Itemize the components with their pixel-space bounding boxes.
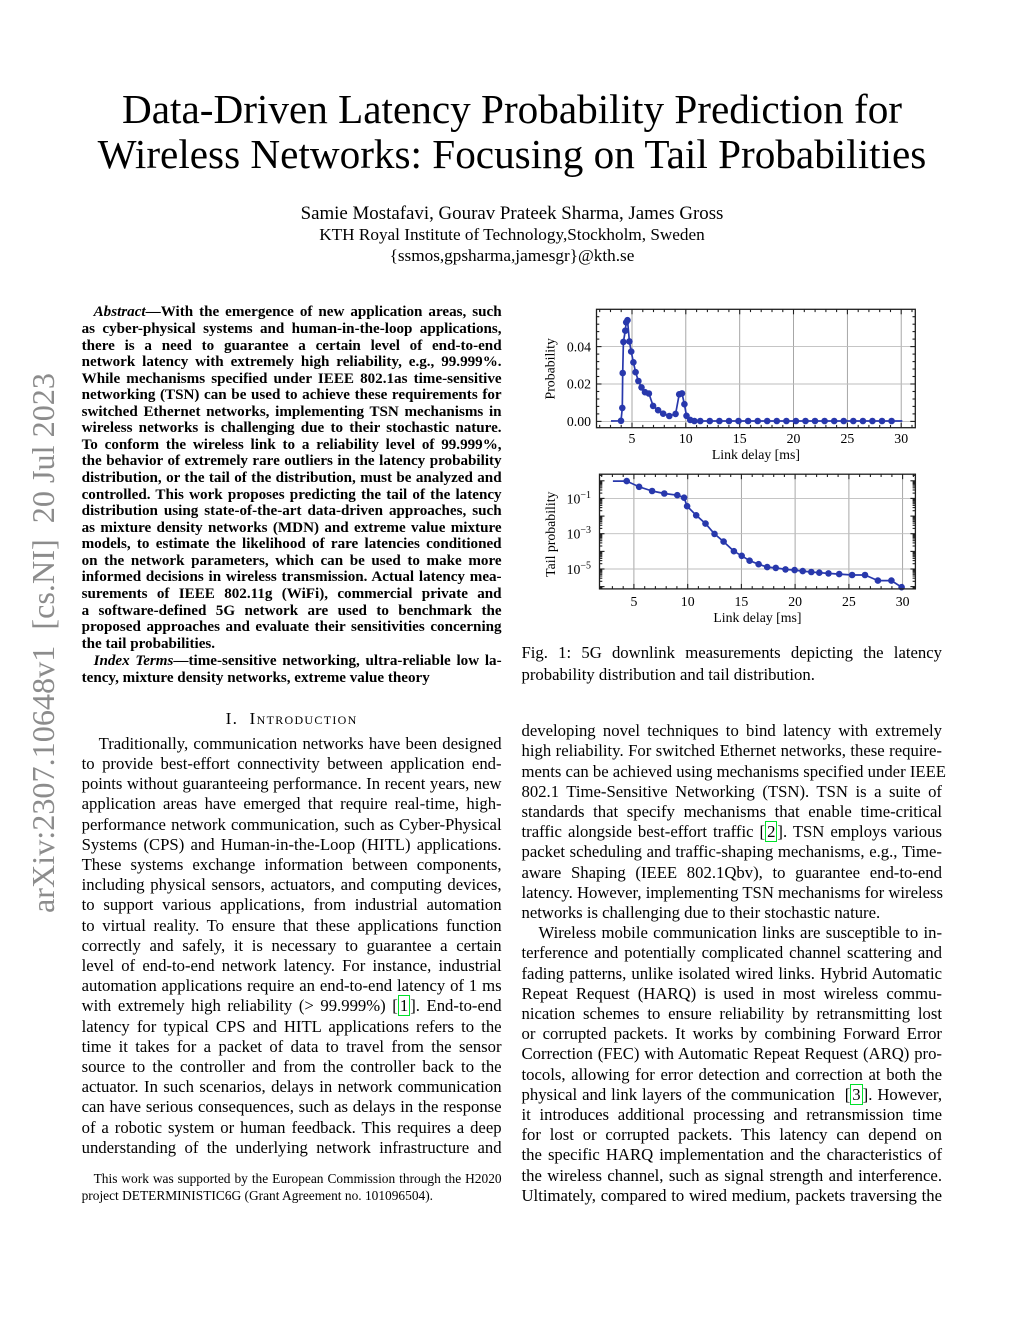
svg-text:15: 15: [733, 431, 747, 446]
svg-text:Tail probability: Tail probability: [543, 491, 558, 576]
svg-text:Link delay [ms]: Link delay [ms]: [712, 447, 800, 462]
svg-text:25: 25: [841, 431, 855, 446]
svg-text:10−5: 10−5: [567, 561, 591, 578]
svg-text:0.00: 0.00: [567, 414, 591, 429]
svg-text:0.02: 0.02: [567, 377, 591, 392]
svg-text:30: 30: [896, 594, 910, 609]
svg-text:15: 15: [735, 594, 749, 609]
svg-text:25: 25: [842, 594, 856, 609]
svg-text:10: 10: [679, 431, 693, 446]
svg-text:20: 20: [787, 431, 801, 446]
svg-text:Link delay [ms]: Link delay [ms]: [713, 610, 801, 625]
svg-text:Probability: Probability: [542, 338, 557, 399]
svg-text:5: 5: [629, 431, 636, 446]
svg-text:5: 5: [630, 594, 637, 609]
svg-text:10: 10: [681, 594, 695, 609]
svg-text:10−3: 10−3: [567, 525, 591, 542]
svg-text:20: 20: [788, 594, 802, 609]
svg-text:0.04: 0.04: [567, 339, 591, 354]
svg-text:10−1: 10−1: [567, 490, 591, 507]
svg-text:30: 30: [894, 431, 908, 446]
